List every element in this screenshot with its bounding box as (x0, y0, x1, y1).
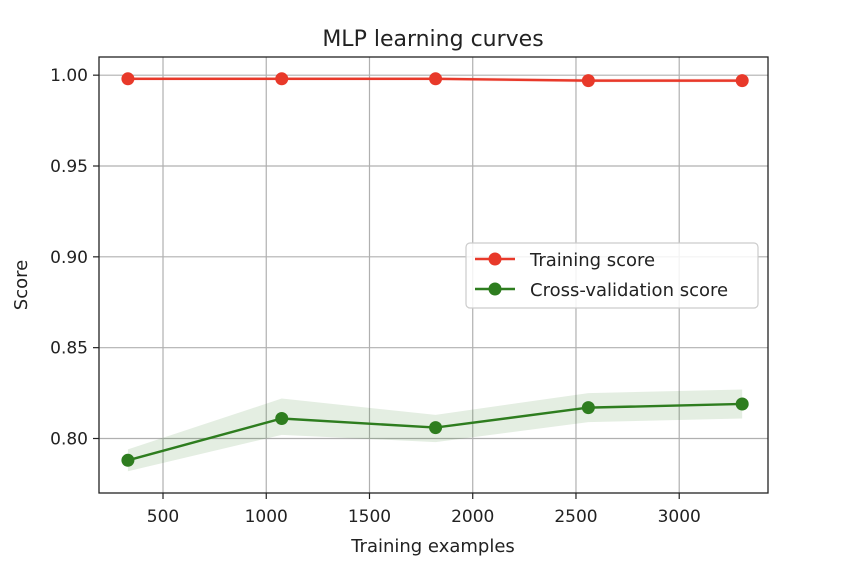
legend-swatch-marker-training (488, 252, 502, 266)
x-tick-label: 2000 (451, 507, 494, 527)
x-tick-label: 2500 (554, 507, 597, 527)
data-point-training (581, 74, 595, 88)
legend-swatch-marker-cross-validation (488, 282, 502, 296)
x-tick-label: 500 (147, 507, 179, 527)
chart-title: MLP learning curves (322, 27, 543, 52)
y-tick-label: 0.80 (50, 430, 88, 450)
y-tick-label: 1.00 (50, 66, 88, 86)
plot-frame (98, 56, 769, 494)
y-axis-label: Score (11, 260, 32, 310)
x-tick-label: 1000 (245, 507, 288, 527)
y-tick-label: 0.85 (50, 339, 88, 359)
data-point-cross-validation (121, 453, 135, 467)
y-tick-label: 0.90 (50, 248, 88, 268)
legend-label-training: Training score (529, 250, 655, 271)
data-point-cross-validation (735, 397, 749, 411)
x-tick-label: 3000 (658, 507, 701, 527)
data-point-training (121, 72, 135, 86)
data-point-training (735, 74, 749, 88)
x-axis-label: Training examples (350, 536, 515, 557)
legend-label-cross-validation: Cross-validation score (530, 280, 728, 301)
legend: Training score Cross-validation score (465, 242, 759, 309)
series-lines (121, 72, 749, 467)
legend-box (465, 242, 759, 309)
data-point-training (429, 72, 443, 86)
x-tick-label: 1500 (348, 507, 391, 527)
data-point-cross-validation (275, 412, 289, 426)
data-point-cross-validation (429, 421, 443, 435)
data-point-training (275, 72, 289, 86)
axis-ticks: 500 1000 1500 2000 2500 3000 0.80 0.85 0.90 0.95 1… (50, 66, 701, 527)
data-point-cross-validation (581, 401, 595, 415)
y-tick-label: 0.95 (50, 157, 88, 177)
